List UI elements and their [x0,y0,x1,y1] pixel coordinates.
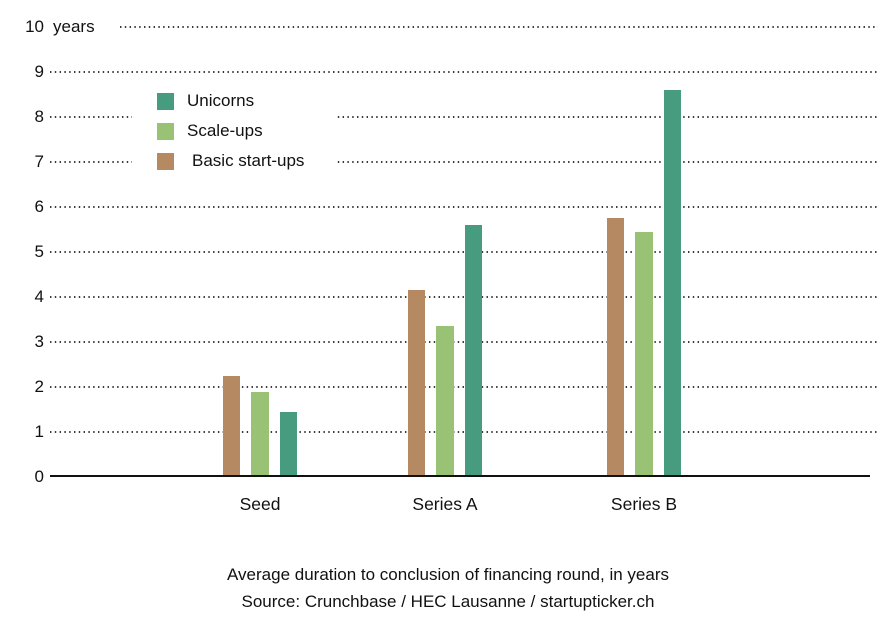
y-axis-tick-label-9: 9 [34,62,44,81]
caption: Average duration to conclusion of financ… [0,561,896,615]
gridline-4 [50,296,878,298]
legend-item-scale-ups: Scale-ups [132,116,336,146]
bar-series-b-scale-ups [635,231,653,477]
legend-swatch-scale-ups [157,122,174,140]
gridline-3 [50,341,878,343]
y-axis-tick-label-3: 3 [34,332,44,351]
y-axis-tick-label-0: 0 [34,467,44,486]
bar-seed-unicorns [279,411,298,477]
bar-series-a-unicorns [464,225,483,477]
y-axis-tick-label-4: 4 [34,287,44,306]
y-axis-tick-label-2: 2 [34,377,44,396]
x-axis-label-series-b: Series B [610,494,678,514]
legend: Unicorns Scale-ups Basic start-ups [132,84,336,180]
x-axis-label-series-a: Series A [412,494,478,514]
bar-series-a-scale-ups [436,326,454,477]
bar-seed-scale-ups [251,391,269,477]
gridline-2 [50,386,878,388]
bar-series-b-unicorns [663,90,682,477]
y-axis-tick-label-7: 7 [34,152,44,171]
y-axis-unit-label: years [53,17,95,36]
bar-group-series-b [606,90,682,477]
legend-item-unicorns: Unicorns [132,86,336,116]
gridline-9 [50,71,878,73]
y-axis-tick-label-10: 10 [25,17,44,36]
gridline-1 [50,431,878,433]
gridline-5 [50,251,878,253]
x-axis-baseline [50,475,870,477]
bar-series-a-basic-start-ups [407,290,426,477]
legend-swatch-basic-start-ups [157,152,174,170]
y-axis-tick-label-1: 1 [34,422,44,441]
bar-seed-basic-start-ups [222,375,241,477]
caption-title: Average duration to conclusion of financ… [227,565,669,584]
bar-group-seed [222,375,298,477]
legend-item-basic-start-ups: Basic start-ups [132,146,336,176]
y-axis-tick-label-5: 5 [34,242,44,261]
bar-group-series-a [407,225,483,477]
legend-label-scale-ups: Scale-ups [187,121,263,140]
gridline-7 [50,161,878,163]
legend-swatch-unicorns [157,92,174,110]
legend-label-basic-start-ups: Basic start-ups [192,151,305,170]
gridline-8 [50,116,878,118]
y-axis-tick-label-6: 6 [34,197,44,216]
gridline-10 [120,26,878,28]
gridline-6 [50,206,878,208]
y-axis-tick-label-8: 8 [34,107,44,126]
caption-source: Source: Crunchbase / HEC Lausanne / star… [241,592,655,611]
x-axis-label-seed: Seed [239,494,281,514]
legend-label-unicorns: Unicorns [187,91,255,110]
bar-series-b-basic-start-ups [606,218,625,477]
